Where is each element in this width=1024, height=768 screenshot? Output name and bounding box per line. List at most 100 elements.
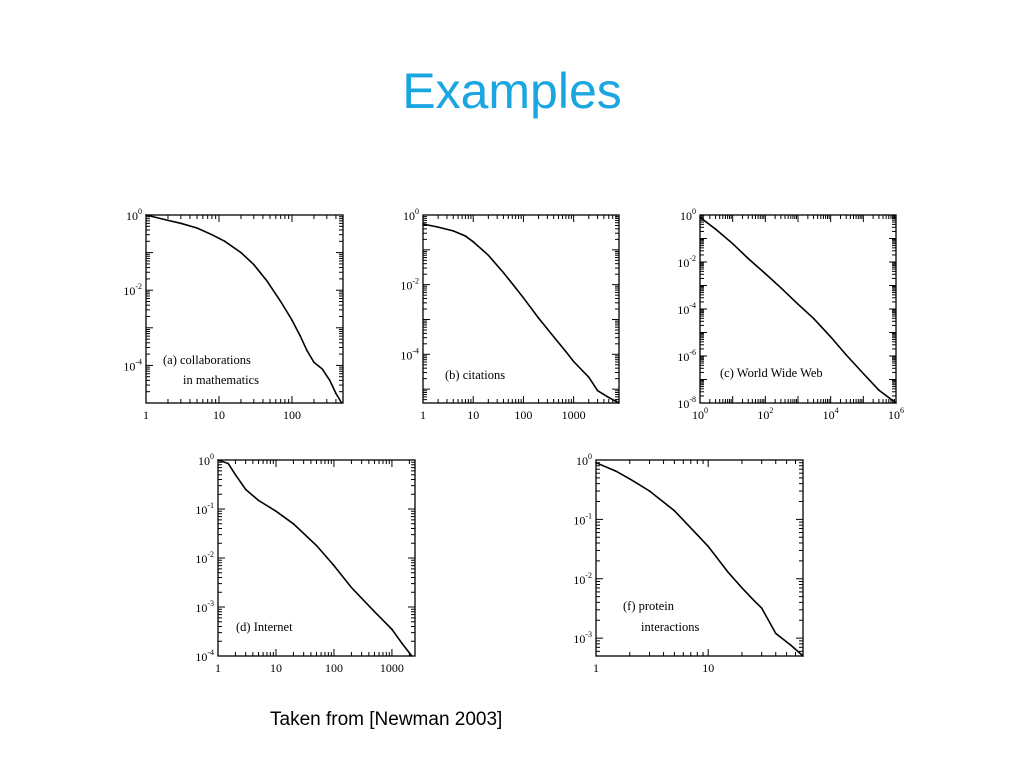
data-point [812,317,815,320]
data-point [253,263,255,266]
x-tick-base: 10 [823,408,835,422]
x-tick-label: 100 [514,408,532,422]
data-point [313,361,315,364]
data-point [696,534,699,536]
x-tick-base: 10 [702,661,714,675]
x-tick-label: 1 [143,408,149,422]
data-point [350,586,353,589]
x-tick-label: 1000 [562,408,586,422]
data-point [764,272,767,275]
x-tick-base: 100 [283,408,301,422]
x-tick-exponent: 6 [900,406,904,415]
data-point [292,523,295,525]
axis-ticks [217,459,415,657]
data-point [588,376,590,379]
data-point [552,335,555,338]
y-tick-base: 10 [198,454,210,468]
data-point [333,564,335,567]
y-tick-base: 10 [677,350,689,364]
y-tick-label: 10-6 [677,348,696,364]
y-tick-base: 10 [195,552,207,566]
data-point [487,254,490,256]
x-tick-label: 100 [325,661,343,675]
y-tick-label: 10-2 [400,277,419,293]
y-tick-exponent: -2 [207,550,214,559]
y-tick-exponent: -3 [207,599,214,608]
y-tick-base: 10 [576,454,588,468]
y-tick-base: 10 [195,650,207,664]
data-point [502,271,505,274]
plot-frame [145,214,344,404]
data-point [790,644,792,647]
source-caption: Taken from [Newman 2003] [270,709,503,730]
data-point [167,219,169,222]
data-point [780,287,782,289]
data-point [452,230,455,232]
y-tick-base: 10 [195,601,207,615]
series-line [217,459,413,657]
data-point [145,214,147,216]
data-point [760,607,763,609]
axis-ticks [699,214,897,404]
data-point [741,587,743,589]
x-tick-label: 10 [213,408,225,422]
series-line [595,461,804,657]
data-point [227,462,229,465]
y-tick-label: 10-1 [195,501,214,517]
chart-annotation: (d) Internet [236,620,293,634]
y-tick-base: 10 [573,632,585,646]
data-point [391,628,393,631]
data-point [437,226,439,228]
data-point [797,303,799,306]
x-tick-label: 100 [692,406,708,422]
x-tick-label: 104 [823,406,839,422]
x-tick-base: 1 [420,408,426,422]
y-tick-base: 10 [573,573,585,587]
data-point [180,222,182,225]
data-point [714,228,717,230]
chart-annotation: in mathematics [183,373,259,387]
y-tick-exponent: 0 [415,207,419,216]
axis-ticks [422,214,620,404]
x-tick-label: 10 [467,408,479,422]
y-tick-exponent: 0 [692,207,696,216]
y-tick-label: 100 [198,452,214,468]
data-point [401,642,403,645]
data-point [306,349,308,352]
y-tick-exponent: -4 [135,357,142,366]
y-tick-label: 100 [576,452,592,468]
y-tick-exponent: -1 [207,501,214,510]
y-tick-base: 10 [400,279,412,293]
y-tick-exponent: -2 [412,277,419,286]
y-tick-exponent: -4 [412,346,419,355]
x-tick-label: 1 [215,661,221,675]
x-tick-base: 100 [325,661,343,675]
x-tick-label: 1000 [380,661,404,675]
data-point [514,287,517,289]
y-tick-label: 10-4 [400,346,419,362]
y-tick-label: 10-4 [677,301,696,317]
data-point [802,655,804,657]
x-tick-label: 102 [757,406,773,422]
y-tick-label: 100 [680,207,696,223]
y-tick-exponent: -4 [207,648,214,657]
data-point [752,598,754,601]
data-point [673,509,676,512]
chart-annotation: (c) World Wide Web [720,366,823,380]
data-point [211,233,213,236]
y-tick-label: 10-2 [123,282,142,298]
y-tick-label: 10-4 [123,357,142,373]
x-tick-base: 10 [757,408,769,422]
x-tick-base: 10 [692,408,704,422]
data-point [217,459,219,461]
data-point [279,300,282,303]
y-tick-label: 10-1 [573,511,592,527]
data-point [829,336,832,338]
data-point [727,571,729,573]
y-tick-base: 10 [573,513,585,527]
data-point [615,470,617,472]
